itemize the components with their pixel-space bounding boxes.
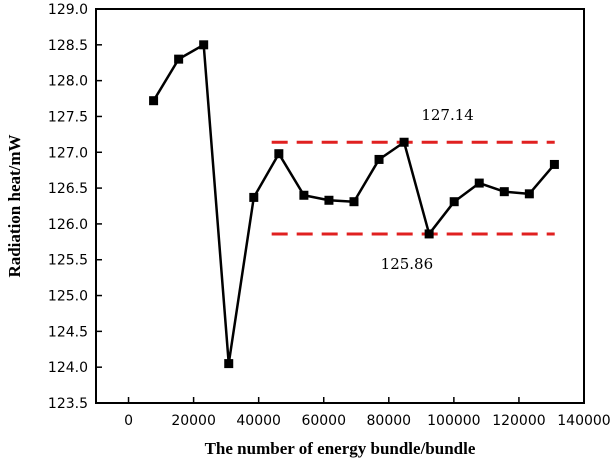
x-tick-label: 20000 [171, 413, 216, 429]
annotations: 127.14 125.86 [381, 106, 474, 273]
data-point [249, 192, 259, 202]
y-tick-label: 126.5 [48, 181, 88, 197]
y-tick-label: 123.5 [48, 396, 88, 412]
y-tick-label: 129.0 [48, 2, 88, 18]
x-tick-label: 0 [124, 413, 133, 429]
data-point [524, 189, 534, 199]
x-tick-label: 120000 [492, 413, 545, 429]
data-point [399, 137, 409, 147]
y-tick-label: 125.0 [48, 289, 88, 305]
y-tick-label: 128.5 [48, 38, 88, 54]
data-point [474, 178, 484, 188]
y-axis: 123.5 124.0 124.5 125.0 125.5 126.0 126.5 127.0… [48, 2, 102, 412]
x-axis-title: The number of energy bundle/bundle [205, 439, 476, 458]
plot-area [95, 8, 585, 404]
y-tick-label: 124.0 [48, 360, 88, 376]
data-point [424, 229, 434, 239]
data-point [274, 149, 284, 159]
data-point [549, 159, 559, 169]
data-point [449, 197, 459, 207]
y-tick-label: 125.5 [48, 253, 88, 269]
x-tick-label: 40000 [236, 413, 281, 429]
y-axis-title: Radiation heat/mW [5, 134, 24, 277]
x-axis: 0 20000 40000 60000 80000 100000 120000 140000 [124, 397, 611, 429]
plot-frame [95, 8, 585, 404]
annotation-upper: 127.14 [421, 106, 474, 124]
data-point [374, 154, 384, 164]
series-layer [149, 40, 559, 369]
data-point [499, 187, 509, 197]
reference-lines [271, 140, 555, 236]
x-tick-label: 100000 [427, 413, 480, 429]
data-point [199, 40, 209, 50]
x-tick-label: 80000 [367, 413, 412, 429]
data-point [149, 96, 159, 106]
y-tick-label: 127.5 [48, 109, 88, 125]
x-tick-label: 140000 [557, 413, 610, 429]
y-tick-label: 126.0 [48, 217, 88, 233]
data-point [224, 359, 234, 369]
annotation-lower: 125.86 [381, 255, 434, 273]
y-tick-label: 128.0 [48, 74, 88, 90]
data-point [299, 190, 309, 200]
x-tick-label: 60000 [301, 413, 346, 429]
data-point [174, 54, 184, 64]
y-tick-label: 124.5 [48, 324, 88, 340]
data-point [324, 195, 334, 205]
data-point [349, 197, 359, 207]
y-tick-label: 127.0 [48, 145, 88, 161]
